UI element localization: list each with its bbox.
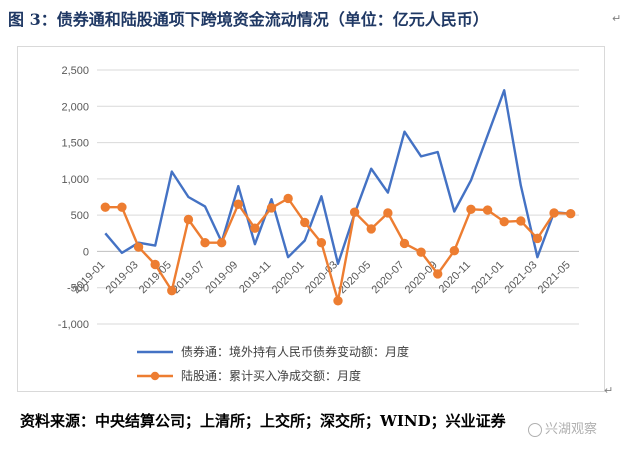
series-2-point [532, 233, 543, 244]
series-2-point [100, 202, 111, 212]
series-2-point [416, 247, 426, 257]
x-tick-label: 2021-03 [503, 259, 540, 296]
series-2-point [300, 217, 310, 228]
series-2-point [516, 216, 526, 226]
watermark-text: 兴湖观察 [545, 422, 598, 437]
x-tick-label: 2020-01 [270, 259, 307, 296]
paragraph-mark: ↵ [612, 12, 622, 25]
series-2-point [466, 204, 476, 215]
y-tick-label: 1,500 [61, 138, 89, 150]
series-2-point [366, 224, 376, 234]
series-2-point [333, 296, 343, 306]
legend-label-1: 债券通：境外持有人民币债券变动额：月度 [181, 344, 409, 359]
x-tick-label: 2019-11 [237, 259, 273, 295]
y-tick-label: 500 [71, 210, 89, 222]
series-2-point [316, 238, 327, 248]
y-tick-label: 1,000 [61, 174, 89, 186]
figure-title: 图 3：债券通和陆股通项下跨境资金流动情况（单位：亿元人民币） [8, 10, 489, 29]
series-2-point [565, 208, 576, 219]
series-2-point [549, 208, 559, 218]
x-tick-label: 2021-05 [536, 259, 573, 296]
series-2-point [233, 199, 243, 209]
wechat-icon [528, 422, 542, 437]
source-note: 资料来源：中央结算公司；上清所；上交所；深交所；WIND；兴业证券 [20, 412, 506, 430]
x-tick-label: 2021-01 [469, 259, 506, 296]
watermark: 兴湖观察 [528, 418, 597, 437]
series-2-point [250, 223, 260, 233]
y-tick-label: 2,500 [61, 65, 89, 77]
series-2-point [167, 285, 177, 296]
series-2-point [216, 238, 227, 248]
series-2-point [383, 208, 393, 218]
legend-label-2: 陆股通：累计买入净成交额：月度 [181, 368, 361, 383]
legend-marker-2 [150, 371, 160, 381]
series-2-point [200, 238, 210, 248]
x-tick-label: 2020-11 [437, 259, 473, 295]
x-tick-label: 2019-09 [203, 259, 240, 296]
series-2-point [349, 207, 360, 217]
line-chart: -1,000 -500 0 500 1,000 1,500 2,000 2,500 2019-0… [58, 65, 579, 383]
y-tick-label: -1,000 [58, 319, 89, 331]
series-2-point [499, 216, 509, 227]
series-2-point [150, 259, 160, 270]
series-2-point [399, 238, 410, 249]
series-2-point [266, 203, 277, 213]
x-tick-label: 2020-07 [370, 259, 407, 296]
y-tick-label: -500 [67, 283, 89, 295]
x-tick-label: 2019-03 [104, 259, 141, 296]
series-2-point [433, 269, 443, 279]
y-tick-label: 0 [83, 246, 89, 258]
chart-frame [17, 46, 605, 392]
series-2-point [482, 205, 493, 215]
series-line-1 [104, 89, 571, 266]
x-tick-label: 2020-09 [403, 259, 440, 296]
series-2-point [449, 246, 460, 256]
series-2-point [133, 242, 144, 252]
y-tick-label: 2,000 [61, 101, 89, 113]
series-2-point [283, 193, 293, 204]
paragraph-mark: ↵ [604, 384, 614, 397]
series-2-point [183, 214, 194, 225]
series-2-point [117, 202, 127, 212]
